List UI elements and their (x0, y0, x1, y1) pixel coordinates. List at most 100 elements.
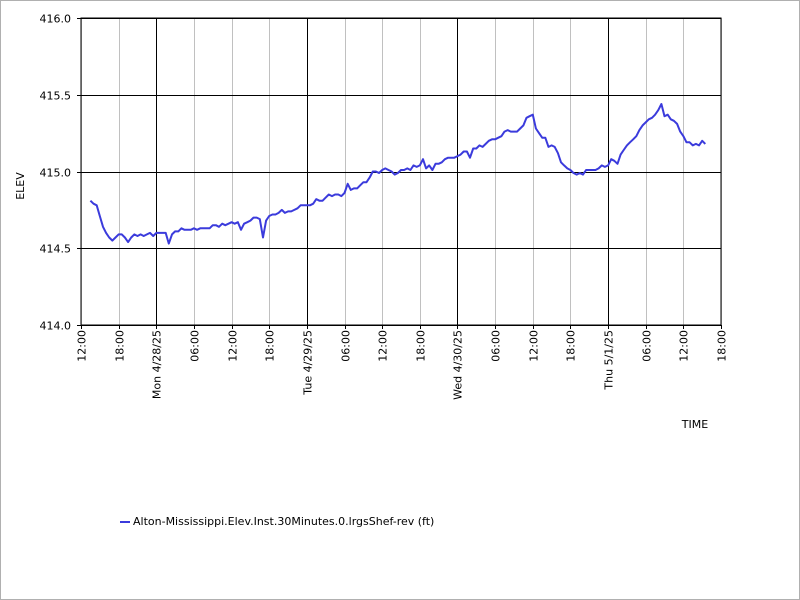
data-point (510, 131, 512, 133)
data-point (491, 138, 493, 140)
x-axis-ticks: 12:00 18:00 Mon 4/28/25 06:00 12:00 18:00 Tue … (76, 325, 729, 400)
data-point (356, 187, 358, 189)
data-point (500, 135, 502, 137)
data-point (190, 229, 192, 231)
data-point (140, 233, 142, 235)
data-point (657, 109, 659, 111)
data-point (337, 194, 339, 196)
x-axis-label: TIME (681, 418, 708, 431)
data-point (569, 169, 571, 171)
data-point (526, 117, 528, 119)
data-point (529, 115, 531, 117)
data-point (218, 226, 220, 228)
data-point (375, 171, 377, 173)
data-point (522, 124, 524, 126)
data-point (538, 132, 540, 134)
data-point (444, 158, 446, 160)
data-point (670, 118, 672, 120)
data-point (400, 169, 402, 171)
data-point (331, 195, 333, 197)
data-point (573, 172, 575, 174)
data-point (388, 169, 390, 171)
plot-area-border (80, 17, 722, 326)
data-point (202, 227, 204, 229)
data-point (704, 143, 706, 145)
data-point (350, 189, 352, 191)
data-point (560, 161, 562, 163)
x-tick-label: 18:00 (114, 330, 127, 362)
data-point (638, 129, 640, 131)
data-point (344, 192, 346, 194)
data-point (215, 224, 217, 226)
data-point (604, 166, 606, 168)
data-point (287, 210, 289, 212)
data-point (416, 166, 418, 168)
data-point (384, 167, 386, 169)
x-tick-label: Tue 4/29/25 (302, 330, 315, 396)
y-tick-label: 415.5 (40, 90, 72, 103)
data-point (340, 195, 342, 197)
data-point (623, 149, 625, 151)
data-point (118, 233, 120, 235)
x-tick-label: 06:00 (340, 330, 353, 362)
data-point (513, 131, 515, 133)
data-point (212, 224, 214, 226)
data-point (184, 229, 186, 231)
data-point (206, 227, 208, 229)
data-point (620, 154, 622, 156)
data-point (682, 135, 684, 137)
data-point (642, 124, 644, 126)
data-point (588, 169, 590, 171)
data-point (485, 143, 487, 145)
data-point (259, 218, 261, 220)
data-point (617, 163, 619, 165)
data-point (381, 169, 383, 171)
data-point (155, 232, 157, 234)
x-tick-label: 12:00 (76, 330, 89, 362)
data-point (89, 200, 91, 202)
legend-swatch (120, 520, 130, 523)
data-point (253, 217, 255, 219)
data-point (613, 160, 615, 162)
data-point (686, 141, 688, 143)
data-point (133, 233, 135, 235)
data-point (362, 181, 364, 183)
x-tick-label: 06:00 (189, 330, 202, 362)
data-point (243, 223, 245, 225)
x-tick-label: 18:00 (565, 330, 578, 362)
data-point (174, 230, 176, 232)
data-point (469, 157, 471, 159)
y-axis-label: ELEV (14, 172, 27, 200)
data-point (165, 232, 167, 234)
data-point (149, 232, 151, 234)
data-point (648, 118, 650, 120)
data-point (328, 194, 330, 196)
x-tick-label: Mon 4/28/25 (151, 330, 164, 399)
data-point (378, 172, 380, 174)
data-point (428, 164, 430, 166)
data-point (366, 181, 368, 183)
data-point (475, 148, 477, 150)
legend-series-label: Alton-Mississippi.Elev.Inst.30Minutes.0.… (133, 515, 435, 528)
data-point (635, 135, 637, 137)
data-point (221, 223, 223, 225)
data-point (598, 167, 600, 169)
data-point (353, 187, 355, 189)
data-point (359, 184, 361, 186)
data-point (347, 183, 349, 185)
x-tick-label: 06:00 (641, 330, 654, 362)
data-point (268, 215, 270, 217)
y-tick-label: 414.5 (40, 243, 72, 256)
data-point (654, 114, 656, 116)
data-point (246, 221, 248, 223)
data-point (548, 146, 550, 148)
x-tick-label: 06:00 (490, 330, 503, 362)
x-tick-label: Wed 4/30/25 (452, 330, 465, 400)
data-point (607, 164, 609, 166)
data-point (632, 138, 634, 140)
data-point (409, 169, 411, 171)
data-point (96, 204, 98, 206)
data-point (695, 143, 697, 145)
data-point (488, 140, 490, 142)
data-point (403, 169, 405, 171)
